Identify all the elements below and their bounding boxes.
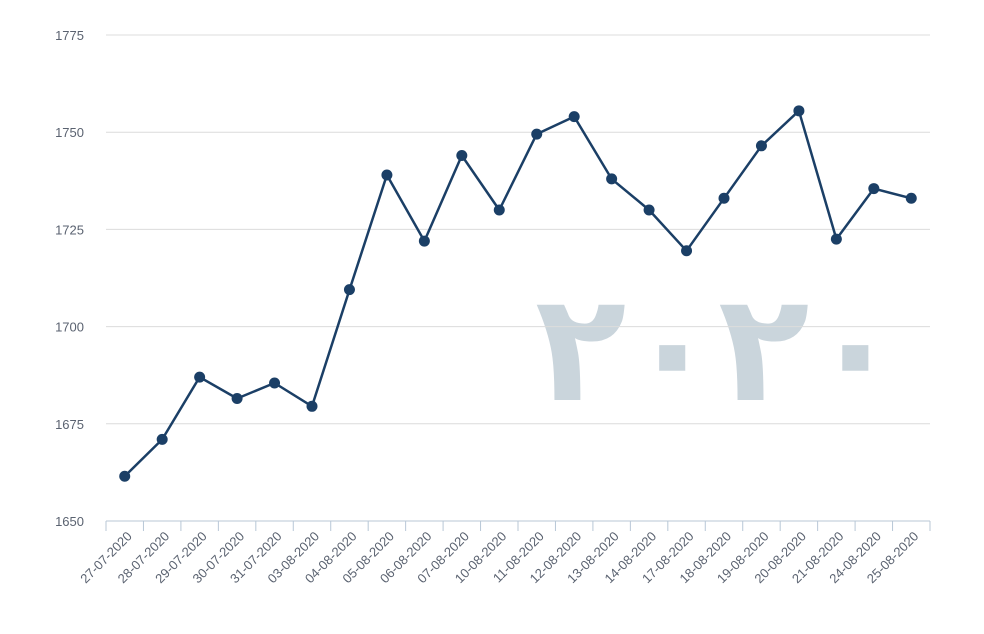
data-point[interactable] (606, 173, 618, 185)
x-axis-tick-labels: 27-07-202028-07-202029-07-202030-07-2020… (77, 529, 921, 587)
series-line-0 (123, 109, 912, 478)
y-tick-label: 1750 (55, 125, 84, 140)
data-point[interactable] (830, 233, 842, 245)
data-point[interactable] (793, 105, 805, 117)
data-point[interactable] (418, 235, 430, 247)
data-point[interactable] (905, 192, 917, 204)
data-point[interactable] (156, 433, 168, 445)
data-point[interactable] (343, 284, 355, 296)
data-point[interactable] (269, 377, 281, 389)
data-point[interactable] (119, 470, 131, 482)
data-point[interactable] (194, 371, 206, 383)
y-tick-label: 1700 (55, 320, 84, 335)
y-tick-label: 1675 (55, 417, 84, 432)
watermark-layer: ٢٠٢٠ (535, 262, 901, 436)
data-point[interactable] (456, 150, 468, 162)
data-point[interactable] (868, 183, 880, 195)
data-point[interactable] (493, 204, 505, 216)
data-point[interactable] (531, 128, 543, 140)
series-layer (119, 105, 917, 482)
data-point[interactable] (381, 169, 393, 181)
y-tick-label: 1650 (55, 514, 84, 529)
data-point[interactable] (643, 204, 655, 216)
watermark-text: ٢٠٢٠ (535, 262, 901, 436)
y-tick-label: 1775 (55, 28, 84, 43)
y-tick-label: 1725 (55, 222, 84, 237)
data-point[interactable] (755, 140, 767, 152)
data-point[interactable] (306, 400, 318, 412)
data-point[interactable] (231, 393, 243, 405)
data-point[interactable] (718, 192, 730, 204)
y-axis-tick-labels: 1650 1675 1700 1725 1750 1775 (55, 28, 84, 529)
grid-lines (106, 34, 930, 425)
data-point[interactable] (681, 245, 693, 257)
x-axis (105, 520, 931, 531)
data-point[interactable] (568, 111, 580, 123)
